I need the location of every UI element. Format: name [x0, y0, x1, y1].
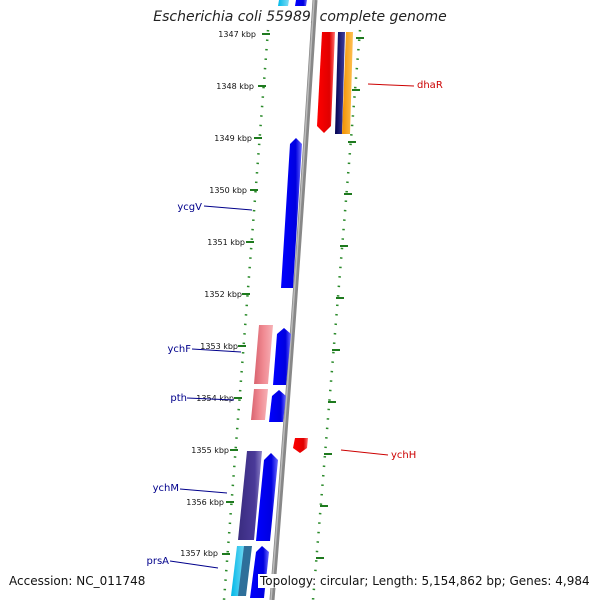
callout-lines-right — [340, 83, 415, 456]
gene-label-pth: pth — [170, 393, 187, 404]
kbp-label: 1351 kbp — [207, 238, 245, 247]
right-tick-track — [311, 29, 362, 600]
gene-arrow — [256, 453, 278, 541]
gene-label-ycgV: ycgV — [177, 202, 202, 213]
kbp-label: 1348 kbp — [216, 82, 254, 91]
genome-summary-text: Topology: circular; Length: 5,154,862 bp… — [258, 574, 592, 588]
gene-label-ychF: ychF — [167, 344, 191, 355]
gene-arrow — [269, 390, 286, 422]
gene-arrow — [342, 32, 353, 134]
left-tick-track — [222, 29, 270, 600]
gene-arrow-pth — [251, 389, 268, 420]
kbp-label: 1353 kbp — [200, 342, 238, 351]
kbp-label: 1356 kbp — [186, 498, 224, 507]
kbp-label: 1352 kbp — [204, 290, 242, 299]
gene-arrow-ychF — [254, 325, 273, 384]
kbp-label: 1354 kbp — [196, 394, 234, 403]
genome-backbone — [269, 0, 318, 600]
map-title: Escherichia coli 55989, complete genome — [153, 9, 447, 25]
genome-backbone-highlight — [270, 0, 315, 600]
gene-arrow — [238, 546, 252, 596]
kbp-tick-marks — [222, 33, 270, 555]
gene-arrow — [273, 328, 291, 385]
gene-arrow — [295, 0, 307, 6]
callout-lines-left — [169, 205, 253, 569]
kbp-label: 1350 kbp — [209, 186, 247, 195]
gene-label-dhaR: dhaR — [417, 80, 443, 91]
gene-arrow-prsA — [231, 546, 246, 596]
kbp-tick-marks-right — [316, 37, 364, 559]
gene-arrow-ychM — [238, 451, 262, 540]
kbp-label: 1355 kbp — [191, 446, 229, 455]
gene-label-ychH: ychH — [391, 450, 416, 461]
gene-arrow-ycgV — [281, 138, 302, 288]
gene-arrow — [250, 546, 269, 598]
gene-arrow-dhaR — [317, 32, 335, 133]
gene-arrow — [335, 32, 345, 134]
accession-text: Accession: NC_011748 — [7, 574, 148, 588]
kbp-label: 1349 kbp — [214, 134, 252, 143]
gene-arrow-ychH — [293, 438, 308, 453]
gene-arrow — [278, 0, 289, 6]
gene-label-prsA: prsA — [146, 556, 169, 567]
kbp-label: 1347 kbp — [218, 30, 256, 39]
kbp-label: 1357 kbp — [180, 549, 218, 558]
gene-label-ychM: ychM — [153, 483, 179, 494]
